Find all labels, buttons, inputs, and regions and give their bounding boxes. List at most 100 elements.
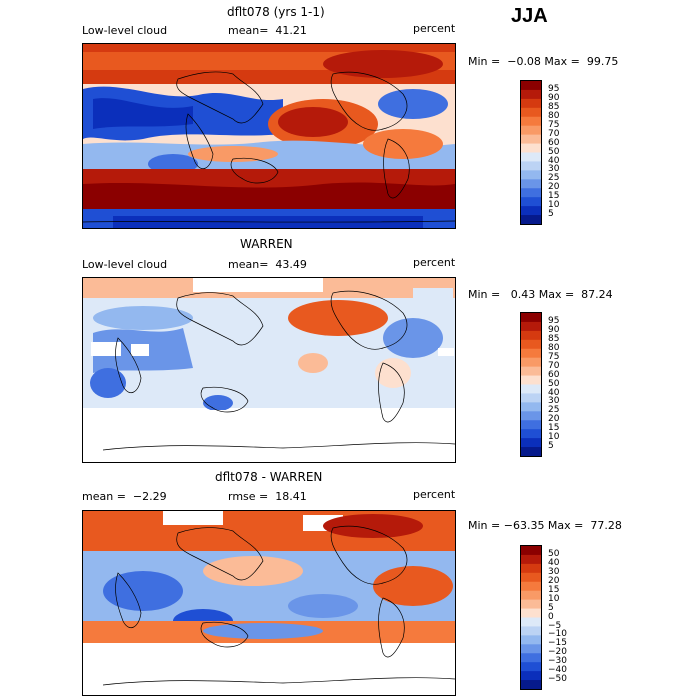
colorbar-tick-label: 40	[548, 387, 560, 398]
colorbar-tick-label: 15	[548, 423, 560, 434]
colorbar-swatch	[521, 599, 541, 610]
colorbar-swatch	[521, 116, 541, 127]
colorbar-swatch	[521, 384, 541, 394]
colorbar-swatch	[521, 179, 541, 189]
colorbar-tick-label: 60	[548, 369, 560, 380]
colorbar-swatch	[521, 563, 541, 574]
colorbar-tick-label: 95	[548, 84, 560, 94]
colorbar-tick-label: 20	[548, 414, 560, 425]
colorbar-swatch	[521, 644, 541, 654]
colorbar-swatch	[521, 188, 541, 198]
colorbar-tick-label: 10	[548, 432, 560, 443]
colorbar-tick-label: 20	[548, 182, 560, 193]
colorbar-swatch	[521, 411, 541, 421]
panel3-colorbar-swatches	[521, 546, 541, 690]
colorbar-tick-label: 85	[548, 101, 560, 112]
panel2-units-label: percent	[413, 256, 456, 269]
colorbar-tick-label: 30	[548, 164, 560, 175]
colorbar-tick-label: 10	[548, 593, 560, 604]
panel2-title: WARREN	[240, 237, 293, 251]
colorbar-swatch	[521, 152, 541, 162]
panel3-units-label: percent	[413, 488, 456, 501]
colorbar-tick-label: 95	[548, 316, 560, 326]
colorbar-tick-label: −20	[548, 647, 567, 658]
colorbar-tick-label: 25	[548, 173, 560, 184]
colorbar-tick-label: 85	[548, 333, 560, 344]
panel2-field	[83, 278, 455, 462]
panel2-colorbar	[520, 312, 542, 457]
colorbar-tick-label: 5	[548, 602, 554, 613]
colorbar-tick-label: 80	[548, 110, 560, 121]
colorbar-swatch	[521, 89, 541, 100]
colorbar-swatch	[521, 143, 541, 153]
colorbar-tick-label: −10	[548, 629, 567, 640]
colorbar-swatch	[521, 590, 541, 601]
colorbar-tick-label: 20	[548, 575, 560, 586]
colorbar-swatch	[521, 420, 541, 430]
colorbar-swatch	[521, 215, 541, 225]
colorbar-swatch	[521, 348, 541, 359]
panel1-title: dflt078 (yrs 1-1)	[227, 5, 325, 19]
colorbar-tick-label: 0	[548, 611, 554, 622]
colorbar-tick-label: 40	[548, 557, 560, 568]
colorbar-tick-label: 5	[548, 209, 554, 220]
colorbar-swatch	[521, 357, 541, 368]
panel3-map	[82, 510, 456, 696]
colorbar-tick-label: 30	[548, 566, 560, 577]
panel1-units-label: percent	[413, 22, 456, 35]
panel2-range-text: Min = 0.43 Max = 87.24	[468, 288, 613, 301]
colorbar-swatch	[521, 402, 541, 412]
colorbar-swatch	[521, 321, 541, 332]
panel3-mean-label: mean = −2.29	[82, 490, 167, 503]
colorbar-swatch	[521, 98, 541, 109]
colorbar-tick-label: 75	[548, 351, 560, 362]
colorbar-swatch	[521, 170, 541, 180]
colorbar-swatch	[521, 662, 541, 672]
colorbar-tick-label: 40	[548, 155, 560, 166]
colorbar-tick-label: 30	[548, 396, 560, 407]
colorbar-swatch	[521, 554, 541, 565]
colorbar-swatch	[521, 125, 541, 136]
colorbar-swatch	[521, 197, 541, 207]
panel1-range-text: Min = −0.08 Max = 99.75	[468, 55, 619, 68]
panel3-title: dflt078 - WARREN	[215, 470, 323, 484]
colorbar-swatch	[521, 653, 541, 663]
colorbar-swatch	[521, 330, 541, 341]
panel1-colorbar-swatches	[521, 81, 541, 225]
colorbar-swatch	[521, 671, 541, 681]
colorbar-swatch	[521, 608, 541, 618]
colorbar-swatch	[521, 206, 541, 216]
colorbar-swatch	[521, 339, 541, 350]
colorbar-swatch	[521, 393, 541, 403]
colorbar-tick-label: 15	[548, 191, 560, 202]
panel3-colorbar	[520, 545, 542, 690]
panel1-colorbar	[520, 80, 542, 225]
colorbar-tick-label: 75	[548, 119, 560, 130]
colorbar-swatch	[521, 447, 541, 457]
colorbar-swatch	[521, 546, 541, 556]
colorbar-tick-label: 50	[548, 146, 560, 157]
panel1-mean-label: mean= 41.21	[228, 24, 307, 37]
panel2-colorbar-swatches	[521, 313, 541, 457]
colorbar-tick-label: 50	[548, 378, 560, 389]
colorbar-tick-label: 60	[548, 137, 560, 148]
colorbar-tick-label: 50	[548, 549, 560, 559]
colorbar-swatch	[521, 81, 541, 91]
season-label: JJA	[511, 5, 548, 27]
colorbar-tick-label: −15	[548, 638, 567, 649]
panel2-variable-label: Low-level cloud	[82, 258, 168, 271]
panel3-rmse-label: rmse = 18.41	[228, 490, 307, 503]
colorbar-tick-label: 70	[548, 360, 560, 371]
colorbar-tick-label: 10	[548, 200, 560, 211]
panel2-mean-label: mean= 43.49	[228, 258, 307, 271]
colorbar-tick-label: 90	[548, 92, 560, 103]
colorbar-swatch	[521, 680, 541, 690]
colorbar-tick-label: −5	[548, 620, 562, 631]
colorbar-swatch	[521, 134, 541, 145]
colorbar-tick-label: 25	[548, 405, 560, 416]
colorbar-tick-label: 70	[548, 128, 560, 139]
colorbar-tick-label: 90	[548, 324, 560, 335]
colorbar-swatch	[521, 572, 541, 583]
colorbar-swatch	[521, 366, 541, 377]
colorbar-swatch	[521, 581, 541, 592]
